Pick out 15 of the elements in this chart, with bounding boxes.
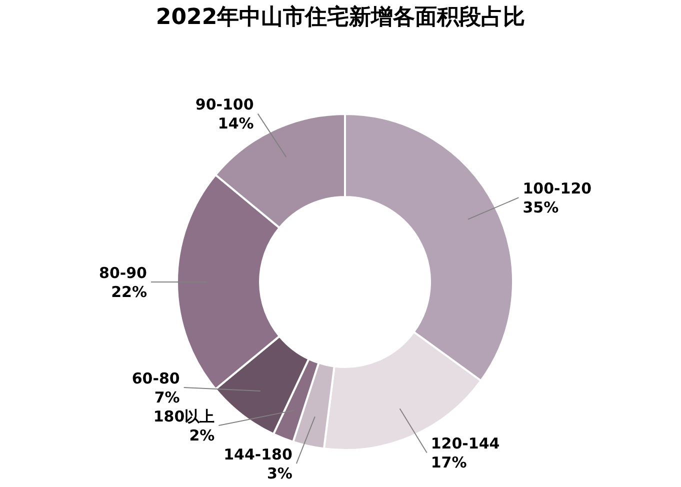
chart-title: 2022年中山市住宅新增各面积段占比 <box>156 4 526 30</box>
data-label: 14% <box>218 114 254 133</box>
data-label: 7% <box>154 388 180 407</box>
slice-label: 120-144 <box>430 434 500 453</box>
slice-label: 144-180 <box>224 446 292 464</box>
data-label: 17% <box>430 454 467 472</box>
data-label: 3% <box>266 464 292 483</box>
slice-label: 180以上 <box>153 408 215 426</box>
data-label: 35% <box>522 198 559 217</box>
slice-label: 90-100 <box>195 96 254 114</box>
data-label: 22% <box>111 283 147 301</box>
data-label: 2% <box>189 426 215 445</box>
slice-label: 100-120 <box>522 180 592 198</box>
slice-label: 80-90 <box>99 264 147 282</box>
slice-label: 60-80 <box>132 370 180 388</box>
